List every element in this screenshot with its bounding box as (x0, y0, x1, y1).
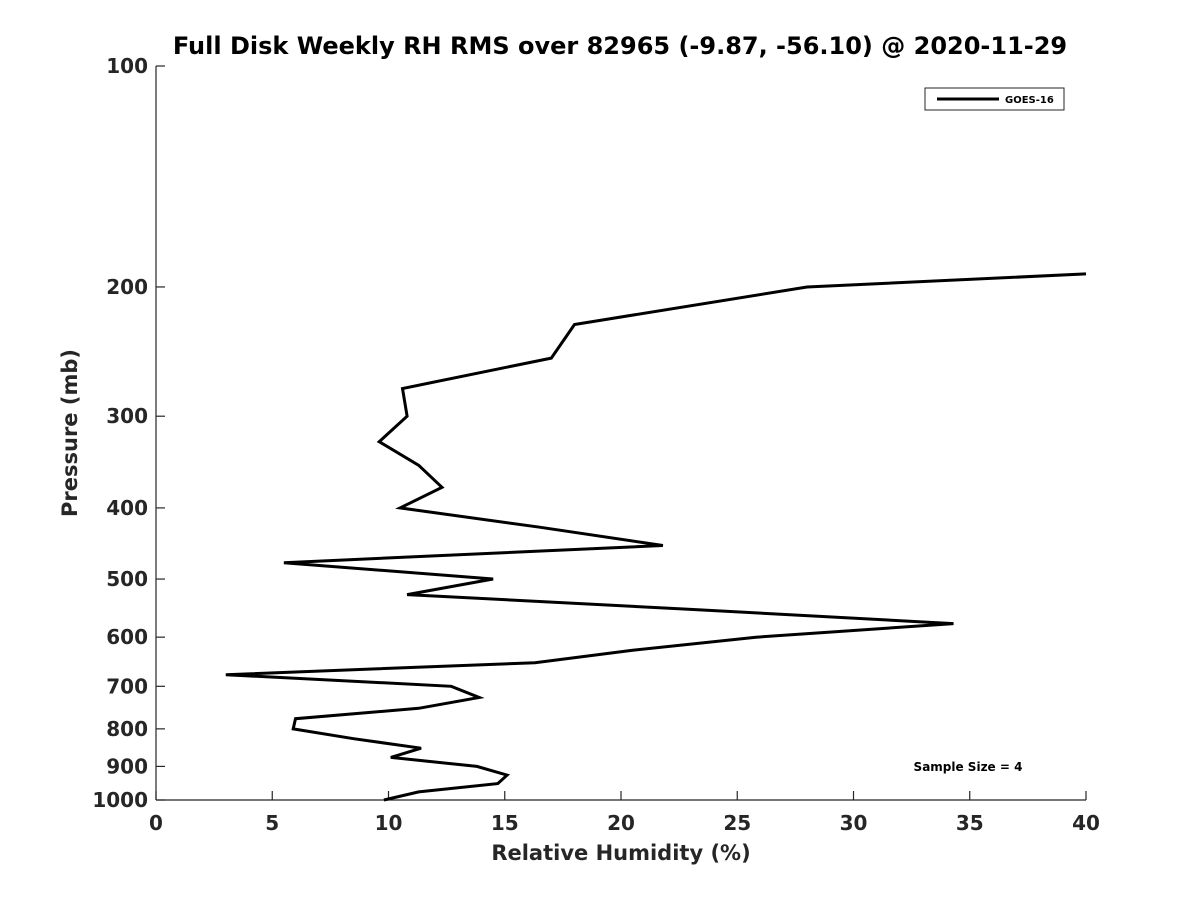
x-tick-label: 10 (375, 811, 403, 835)
series-layer (225, 272, 1087, 802)
sample-size-annotation: Sample Size = 4 (914, 760, 1023, 774)
y-tick-label: 500 (106, 567, 148, 591)
y-tick-label: 400 (106, 496, 148, 520)
y-tick-label: 1000 (92, 788, 148, 812)
y-tick-label: 100 (106, 54, 148, 78)
y-tick-label: 800 (106, 717, 148, 741)
y-axis-ticks: 100 200 300 400 500 600 700 800 900 1000 (92, 54, 165, 812)
x-axis-ticks: 0 5 10 15 20 25 30 35 40 (149, 791, 1100, 835)
x-tick-label: 35 (956, 811, 984, 835)
x-axis-label: Relative Humidity (%) (491, 841, 750, 865)
y-tick-label: 300 (106, 404, 148, 428)
x-tick-label: 30 (840, 811, 868, 835)
x-tick-label: 20 (607, 811, 635, 835)
chart-title: Full Disk Weekly RH RMS over 82965 (-9.8… (173, 32, 1067, 60)
x-tick-label: 25 (723, 811, 751, 835)
y-tick-label: 900 (106, 754, 148, 778)
series-line-goes-16 (225, 272, 1087, 802)
x-tick-label: 40 (1072, 811, 1100, 835)
y-tick-label: 200 (106, 275, 148, 299)
y-axis-label: Pressure (mb) (58, 349, 82, 517)
y-tick-label: 600 (106, 625, 148, 649)
x-tick-label: 5 (265, 811, 279, 835)
x-tick-label: 15 (491, 811, 519, 835)
legend-label-goes-16: GOES-16 (1005, 95, 1054, 106)
x-tick-label: 0 (149, 811, 163, 835)
legend: GOES-16 (924, 87, 1065, 111)
y-tick-label: 700 (106, 674, 148, 698)
